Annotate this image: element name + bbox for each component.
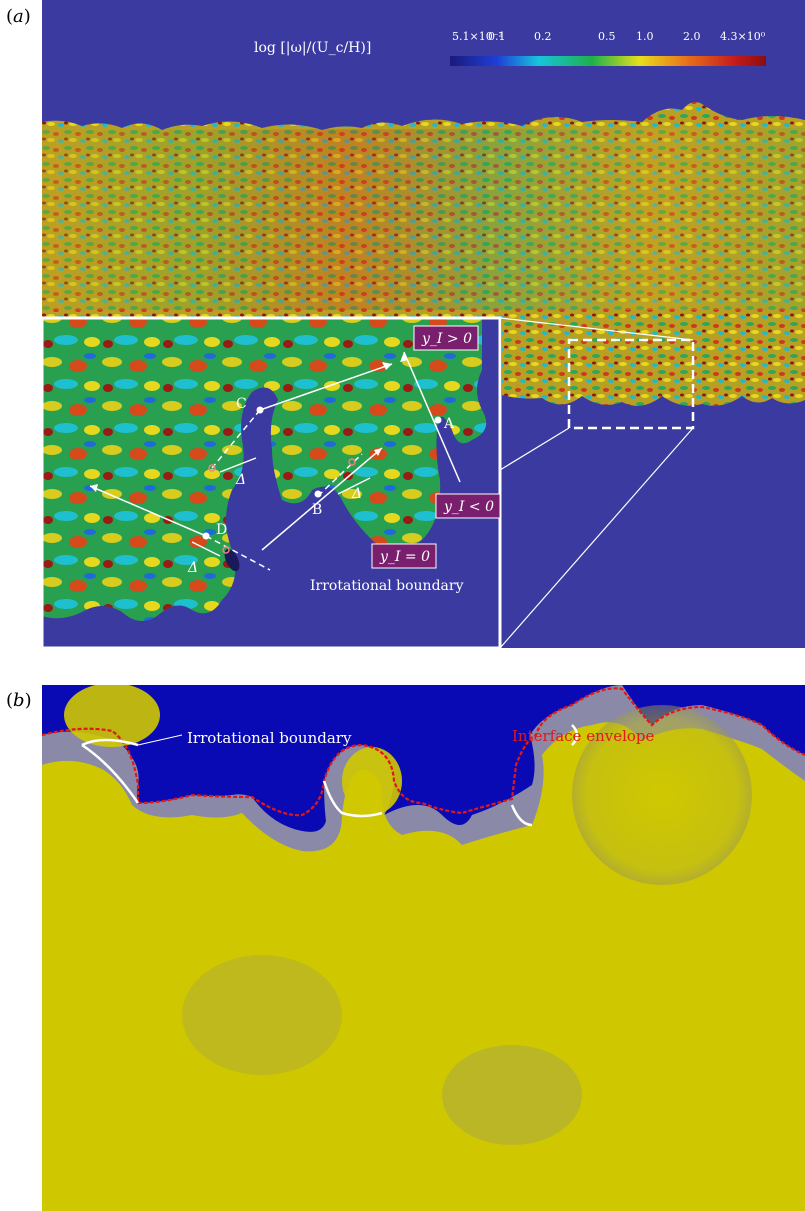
colorbar-tick: 0.1 — [488, 30, 506, 43]
label-letter: a — [13, 6, 24, 27]
zoom-connector-mid — [499, 427, 570, 471]
fluid-lobe-mid — [342, 747, 402, 815]
irrotational-boundary — [81, 724, 579, 827]
arrowhead-A — [400, 352, 408, 362]
colorbar-ticks: 5.1×10⁻² 0.1 0.2 0.5 1.0 2.0 4.3×10⁰ — [452, 30, 766, 43]
panel-a-figure: log [|ω|/(U_c/H)] 5.1×10⁻² 0.1 0.2 0.5 1… — [42, 0, 805, 648]
colorbar-tick: 0.2 — [534, 30, 552, 43]
fluid-lobe-left — [64, 685, 160, 747]
marker-B — [348, 458, 356, 466]
panel-b-figure: Interface envelope Irrotational boundary — [42, 685, 805, 1211]
colorbar-title: log [|ω|/(U_c/H)] — [254, 40, 371, 56]
panel-a-label: (a) — [6, 6, 31, 27]
delta-label-D: Δ — [187, 560, 198, 576]
label-paren-open: ( — [6, 6, 14, 27]
point-D — [202, 532, 210, 540]
label-zero: y_I = 0 — [371, 543, 437, 569]
inset-vortical-fluid — [42, 318, 487, 621]
label-negative: y_I < 0 — [435, 493, 501, 519]
delta-bracket-D — [191, 541, 221, 557]
arrowhead-C — [382, 362, 392, 370]
delta-label-C: Δ — [235, 472, 246, 488]
arrow-D — [89, 485, 207, 537]
arrow-B — [261, 447, 383, 551]
label-irrotational-boundary: Irrotational boundary — [187, 729, 352, 747]
label-paren-close: ) — [24, 690, 32, 711]
label-zero-text: y_I = 0 — [379, 549, 430, 565]
label-negative-text: y_I < 0 — [443, 499, 494, 515]
arrow-C — [259, 363, 393, 411]
turbulent-overlay — [42, 128, 805, 310]
label-interface-envelope: Interface envelope — [512, 727, 655, 745]
label-positive-text: y_I > 0 — [421, 331, 472, 347]
label-paren-open: ( — [6, 690, 14, 711]
colorbar-tick: 2.0 — [683, 30, 701, 43]
interface-envelope — [42, 687, 805, 817]
zoom-connector-bottom — [499, 427, 694, 648]
fluid-shading-3 — [442, 1045, 582, 1145]
colorbar-tick: 1.0 — [636, 30, 654, 43]
delta-bracket-B — [337, 477, 371, 495]
fluid-shading — [572, 705, 752, 885]
fluid-shading-2 — [182, 955, 342, 1075]
marker-D — [222, 546, 230, 554]
arrow-D-dashed — [205, 535, 271, 571]
arrow-A — [403, 351, 461, 483]
point-label-B: B — [312, 502, 322, 518]
colorbar-tick: 5.1×10⁻² — [452, 30, 503, 43]
point-C — [256, 406, 264, 414]
inset-boundary-label: Irrotational boundary — [310, 578, 464, 594]
point-label-D: D — [216, 522, 227, 538]
label-paren-close: ) — [23, 6, 31, 27]
label-positive: y_I > 0 — [413, 325, 479, 351]
zoom-region-box — [567, 338, 695, 430]
delta-label-B: Δ — [351, 486, 362, 502]
point-label-C: C — [236, 396, 247, 412]
colorbar-tick: 4.3×10⁰ — [720, 30, 766, 43]
marker-C — [208, 464, 216, 472]
inset-frame — [42, 316, 502, 648]
zoom-connector-top — [499, 317, 694, 341]
detached-blob — [224, 548, 240, 572]
point-B — [314, 490, 322, 498]
delta-bracket-C — [219, 457, 257, 473]
point-label-A: A — [443, 416, 455, 432]
panel-b-label: (b) — [6, 690, 32, 711]
colorbar-tick: 0.5 — [598, 30, 616, 43]
inset-zoom: A B C D Δ Δ Δ y_I > 0 y_I < 0 y_I = 0 Ir… — [42, 316, 502, 648]
arrowhead-B — [374, 448, 382, 456]
arrowhead-D — [90, 484, 98, 492]
label-letter: b — [13, 690, 25, 711]
colorbar — [450, 56, 766, 66]
boundary-leader-line — [137, 734, 183, 746]
arrow-C-dashed — [211, 409, 261, 469]
point-A — [434, 416, 442, 424]
